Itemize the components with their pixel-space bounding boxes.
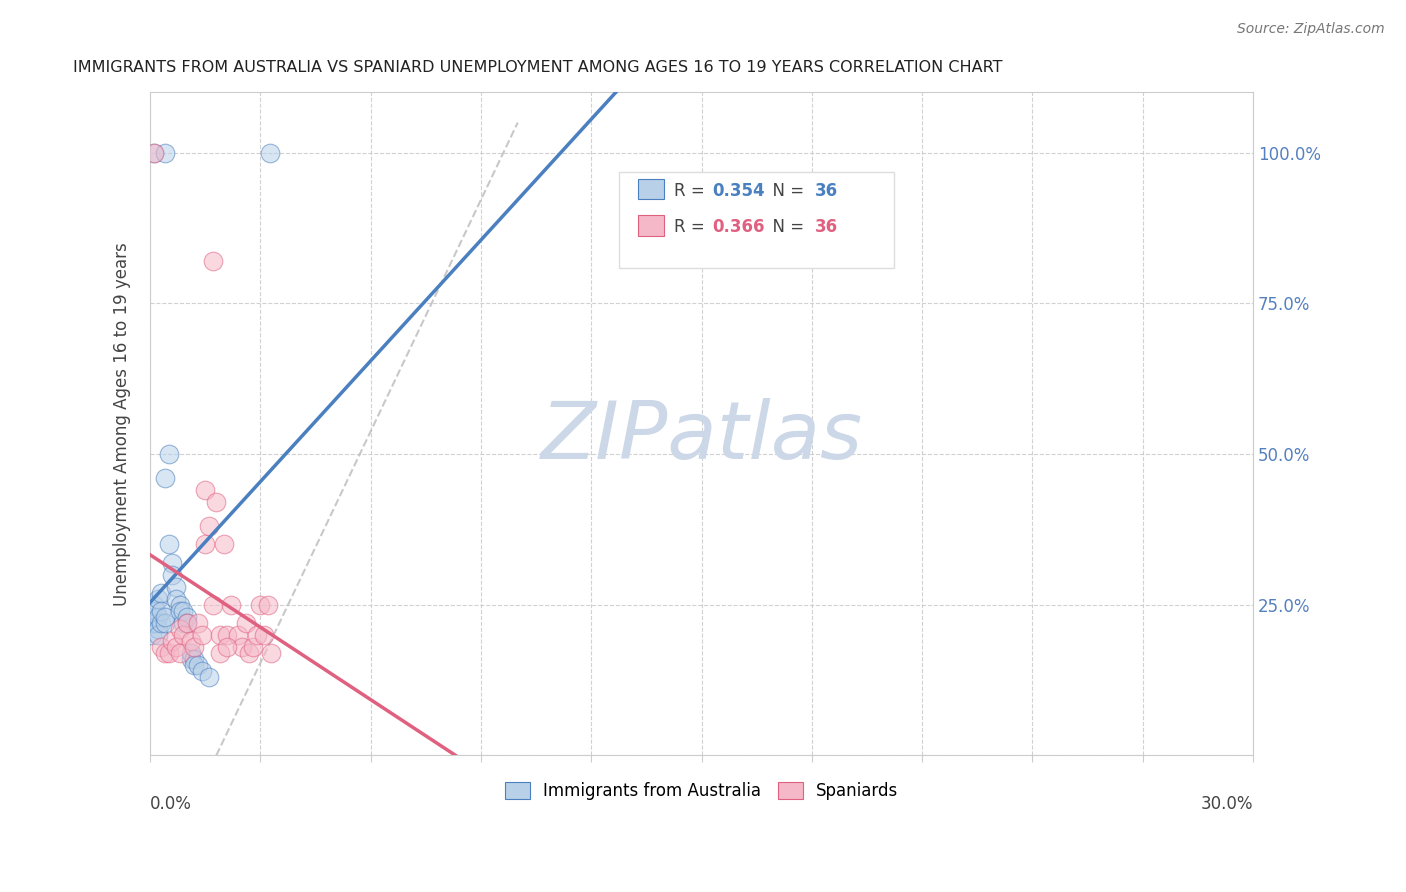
Point (160, 567, 183, 582)
Text: 0.0%: 0.0% (150, 795, 193, 814)
Point (165, 591, 187, 606)
FancyBboxPatch shape (619, 172, 894, 268)
Point (157, 447, 180, 461)
Point (160, 556, 183, 570)
Point (180, 633, 202, 648)
Text: 36: 36 (815, 218, 838, 236)
Point (201, 598, 224, 612)
Point (205, 495, 228, 509)
Point (260, 646, 283, 660)
Point (183, 657, 205, 672)
Point (165, 580, 187, 594)
Point (219, 598, 242, 612)
Point (253, 628, 276, 642)
Text: 30.0%: 30.0% (1201, 795, 1253, 814)
Point (150, 640, 173, 654)
Point (183, 652, 205, 666)
Point (169, 598, 191, 612)
Point (142, 598, 165, 612)
Point (217, 628, 239, 642)
Point (231, 640, 253, 654)
Point (165, 640, 187, 654)
Point (176, 609, 198, 624)
Point (176, 615, 198, 630)
Point (145, 604, 167, 618)
Point (208, 646, 231, 660)
Point (146, 622, 169, 636)
Point (172, 615, 194, 630)
Text: 0.354: 0.354 (713, 182, 765, 200)
Point (150, 615, 173, 630)
Point (183, 640, 205, 654)
Point (242, 640, 264, 654)
Point (153, 471, 176, 485)
Point (142, 615, 165, 630)
FancyBboxPatch shape (637, 215, 664, 235)
Text: R =: R = (673, 182, 710, 200)
Point (172, 628, 194, 642)
Point (142, 615, 165, 630)
Point (153, 145, 176, 160)
Point (146, 609, 169, 624)
Point (146, 628, 169, 642)
Legend: Immigrants from Australia, Spaniards: Immigrants from Australia, Spaniards (498, 775, 905, 806)
Point (172, 604, 194, 618)
Text: N =: N = (762, 182, 810, 200)
Point (238, 646, 260, 660)
Point (190, 628, 212, 642)
Point (217, 640, 239, 654)
Point (157, 537, 180, 551)
Point (246, 628, 269, 642)
Point (176, 615, 198, 630)
Point (201, 254, 224, 268)
Point (157, 646, 180, 660)
Point (169, 604, 191, 618)
Point (198, 519, 221, 533)
Point (180, 646, 202, 660)
Point (194, 537, 217, 551)
Point (235, 615, 257, 630)
Point (187, 657, 209, 672)
Point (169, 646, 191, 660)
Point (249, 598, 271, 612)
Point (228, 628, 250, 642)
Y-axis label: Unemployment Among Ages 16 to 19 years: Unemployment Among Ages 16 to 19 years (114, 242, 131, 606)
Point (142, 609, 165, 624)
Point (153, 646, 176, 660)
Text: N =: N = (762, 218, 810, 236)
Point (256, 598, 278, 612)
Text: R =: R = (673, 218, 710, 236)
Text: 36: 36 (815, 182, 838, 200)
Point (169, 622, 191, 636)
FancyBboxPatch shape (637, 179, 664, 199)
Text: 0.366: 0.366 (713, 218, 765, 236)
Point (150, 604, 173, 618)
Text: Source: ZipAtlas.com: Source: ZipAtlas.com (1237, 22, 1385, 37)
Point (187, 615, 209, 630)
Point (190, 664, 212, 678)
Point (142, 145, 165, 160)
Point (142, 145, 165, 160)
Text: ZIPatlas: ZIPatlas (540, 398, 862, 476)
Point (160, 633, 183, 648)
Text: IMMIGRANTS FROM AUSTRALIA VS SPANIARD UNEMPLOYMENT AMONG AGES 16 TO 19 YEARS COR: IMMIGRANTS FROM AUSTRALIA VS SPANIARD UN… (73, 60, 1002, 75)
Point (180, 652, 202, 666)
Point (146, 591, 169, 606)
Point (208, 628, 231, 642)
Point (198, 670, 221, 684)
Point (150, 585, 173, 599)
Point (141, 628, 163, 642)
Point (153, 609, 176, 624)
Point (212, 537, 235, 551)
Point (153, 615, 176, 630)
Point (259, 145, 281, 160)
Point (194, 483, 217, 498)
Point (145, 615, 167, 630)
